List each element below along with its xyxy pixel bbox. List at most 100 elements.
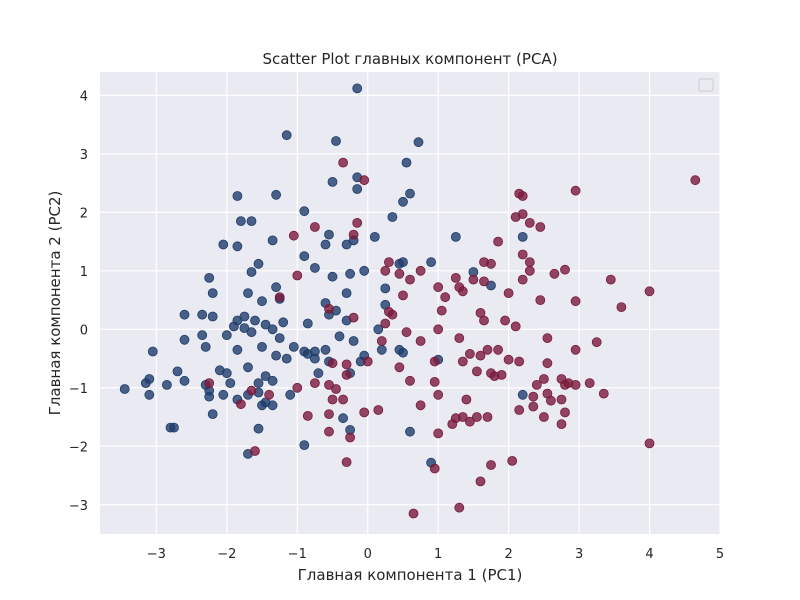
scatter-point	[172, 366, 183, 377]
scatter-point	[405, 274, 415, 285]
scatter-point	[542, 333, 553, 344]
scatter-point	[144, 389, 155, 400]
scatter-point	[218, 239, 229, 250]
scatter-point	[486, 258, 496, 269]
scatter-point	[644, 286, 655, 297]
legend-box	[698, 78, 714, 92]
scatter-point	[539, 412, 549, 422]
scatter-point	[246, 267, 257, 277]
scatter-point	[327, 271, 338, 282]
scatter-point	[429, 356, 440, 367]
scatter-point	[292, 270, 303, 281]
scatter-point	[479, 276, 489, 287]
scatter-point	[479, 315, 489, 326]
scatter-point	[299, 440, 310, 451]
scatter-point	[507, 455, 518, 466]
scatter-point	[341, 369, 352, 380]
scatter-point	[598, 388, 609, 399]
scatter-point	[197, 309, 208, 320]
scatter-point	[232, 241, 243, 252]
x-tick-label: 3	[575, 547, 583, 562]
scatter-point	[482, 412, 493, 422]
scatter-point	[514, 405, 525, 415]
scatter-point	[218, 389, 229, 400]
scatter-point	[253, 378, 264, 389]
scatter-point	[690, 175, 701, 186]
scatter-point	[429, 376, 440, 387]
scatter-point	[253, 258, 264, 269]
scatter-point	[486, 460, 496, 470]
scatter-point	[338, 413, 349, 424]
scatter-point	[161, 379, 172, 390]
scatter-point	[535, 295, 546, 306]
scatter-point	[605, 274, 616, 285]
x-tick-labels: −3 −2 −1 0 1 2 3 4 5	[147, 547, 724, 562]
scatter-point	[528, 401, 539, 412]
scatter-point	[394, 344, 405, 355]
data-points	[119, 83, 701, 519]
scatter-point	[165, 422, 176, 433]
scatter-point	[235, 216, 246, 227]
scatter-point	[302, 348, 313, 359]
scatter-point	[471, 412, 482, 422]
scatter-point	[373, 324, 384, 335]
scatter-point	[243, 362, 253, 373]
scatter-point	[274, 292, 285, 303]
scatter-point	[570, 296, 581, 307]
scatter-point	[232, 344, 243, 355]
scatter-point	[299, 206, 310, 217]
scatter-point	[398, 196, 408, 207]
scatter-point	[232, 191, 243, 201]
scatter-point	[221, 330, 232, 341]
scatter-point	[214, 365, 225, 376]
scatter-point	[267, 375, 278, 386]
scatter-point	[380, 265, 391, 276]
scatter-point	[267, 324, 278, 335]
scatter-point	[327, 358, 338, 369]
scatter-point	[387, 212, 398, 222]
scatter-point	[376, 344, 387, 355]
scatter-point	[415, 400, 426, 411]
scatter-point	[531, 379, 542, 390]
scatter-point	[225, 378, 236, 389]
scatter-point	[320, 239, 331, 250]
scatter-point	[524, 257, 535, 268]
x-tick-label: −3	[147, 547, 166, 562]
scatter-point	[549, 268, 560, 279]
scatter-point	[288, 230, 299, 241]
scatter-point	[197, 330, 208, 341]
y-tick-label: 2	[80, 206, 88, 221]
scatter-point	[348, 312, 359, 323]
scatter-point	[253, 423, 264, 434]
scatter-point	[546, 395, 556, 406]
scatter-point	[264, 389, 275, 400]
scatter-point	[524, 265, 535, 276]
scatter-point	[644, 438, 655, 449]
y-tick-label: 3	[80, 148, 88, 163]
scatter-point	[556, 394, 567, 405]
scatter-point	[408, 508, 419, 519]
scatter-point	[260, 371, 271, 382]
scatter-point	[204, 391, 215, 402]
scatter-point	[510, 212, 521, 222]
scatter-point	[362, 356, 373, 367]
scatter-point	[570, 185, 581, 196]
scatter-point	[383, 257, 394, 268]
scatter-point	[179, 375, 190, 386]
scatter-point	[454, 502, 465, 513]
scatter-point	[398, 290, 408, 301]
scatter-point	[179, 309, 190, 320]
scatter-point	[450, 272, 461, 283]
scatter-point	[313, 368, 324, 379]
scatter-point	[207, 288, 218, 299]
x-tick-label: 4	[645, 547, 653, 562]
scatter-point	[327, 394, 338, 405]
scatter-point	[200, 341, 211, 352]
scatter-point	[464, 348, 475, 359]
scatter-point	[271, 350, 282, 361]
scatter-point	[140, 378, 151, 389]
scatter-point	[281, 353, 292, 364]
scatter-point	[433, 324, 444, 335]
scatter-point	[246, 216, 257, 227]
